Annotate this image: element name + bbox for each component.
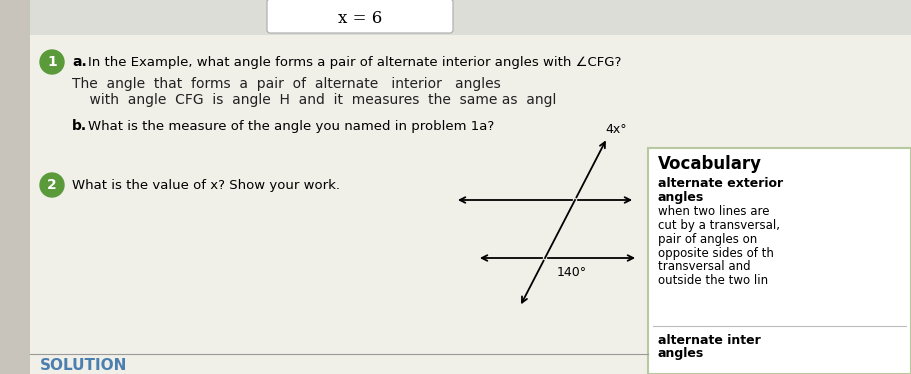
Circle shape [40,50,64,74]
FancyBboxPatch shape [648,148,911,374]
Text: when two lines are: when two lines are [658,205,770,218]
Text: outside the two lin: outside the two lin [658,275,768,288]
Text: In the Example, what angle forms a pair of alternate interior angles with ∠CFG?: In the Example, what angle forms a pair … [88,55,621,68]
Text: opposite sides of th: opposite sides of th [658,246,773,260]
Text: pair of angles on: pair of angles on [658,233,757,245]
Text: x = 6: x = 6 [338,9,382,27]
Text: Vocabulary: Vocabulary [658,155,762,173]
Text: angles: angles [658,190,704,203]
Text: 140°: 140° [557,266,587,279]
FancyBboxPatch shape [267,0,453,33]
Text: 2: 2 [47,178,56,192]
Text: alternate inter: alternate inter [658,334,761,346]
Circle shape [40,173,64,197]
Text: with  angle  CFG  is  angle  H  and  it  measures  the  same as  angl: with angle CFG is angle H and it measure… [72,93,557,107]
Text: The  angle  that  forms  a  pair  of  alternate   interior   angles: The angle that forms a pair of alternate… [72,77,501,91]
Text: a.: a. [72,55,87,69]
Text: SOLUTION: SOLUTION [40,359,128,374]
Text: angles: angles [658,347,704,361]
Text: 1: 1 [47,55,56,69]
Text: b.: b. [72,119,87,133]
Text: What is the value of x? Show your work.: What is the value of x? Show your work. [72,178,340,191]
Text: transversal and: transversal and [658,261,751,273]
Text: cut by a transversal,: cut by a transversal, [658,218,780,232]
Text: 4x°: 4x° [605,123,627,137]
Text: What is the measure of the angle you named in problem 1a?: What is the measure of the angle you nam… [88,120,495,132]
Bar [30,0,911,35]
FancyBboxPatch shape [30,0,911,374]
Text: alternate exterior: alternate exterior [658,177,783,190]
